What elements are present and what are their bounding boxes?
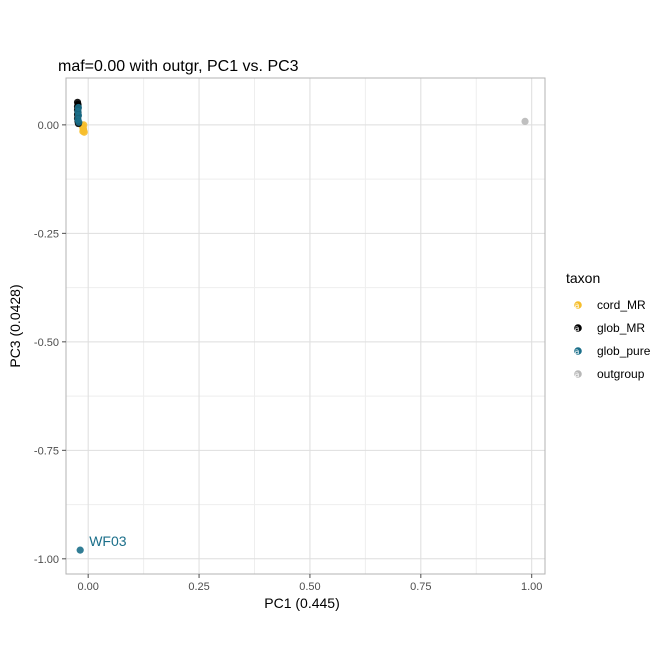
legend-label: glob_pure bbox=[597, 344, 651, 358]
y-axis-title: PC3 (0.0428) bbox=[7, 284, 23, 367]
point-label: WF03 bbox=[89, 533, 127, 549]
y-axis-ticks: 0.00 -0.25 -0.50 -0.75 -1.00 bbox=[34, 120, 66, 566]
legend-key-glyph: a bbox=[575, 301, 580, 310]
x-axis-title: PC1 (0.445) bbox=[264, 595, 339, 611]
legend-label: outgroup bbox=[597, 367, 645, 381]
legend-key-glyph: a bbox=[575, 347, 580, 356]
data-point-glob-pure bbox=[75, 118, 83, 126]
y-tick-label: -0.50 bbox=[34, 337, 59, 349]
y-tick-label: 0.00 bbox=[38, 120, 59, 132]
legend-label: glob_MR bbox=[597, 321, 645, 335]
x-tick-label: 0.50 bbox=[299, 581, 320, 593]
x-tick-label: 0.00 bbox=[77, 581, 98, 593]
data-point-glob-pure bbox=[76, 546, 84, 554]
y-tick-label: -0.25 bbox=[34, 228, 59, 240]
legend-label: cord_MR bbox=[597, 298, 646, 312]
x-tick-label: 0.75 bbox=[410, 581, 431, 593]
legend-key-glob-mr bbox=[574, 324, 582, 332]
major-gridlines bbox=[66, 78, 545, 574]
legend-key-cord-mr bbox=[574, 301, 582, 309]
legend-key-glyph: a bbox=[575, 324, 580, 333]
x-axis-ticks: 0.00 0.25 0.50 0.75 1.00 bbox=[77, 574, 542, 593]
chart-title: maf=0.00 with outgr, PC1 vs. PC3 bbox=[58, 58, 299, 75]
data-point-outgroup bbox=[521, 117, 529, 125]
y-tick-label: -1.00 bbox=[34, 554, 59, 566]
legend-title: taxon bbox=[566, 270, 600, 286]
legend-key-glob-pure bbox=[574, 347, 582, 355]
x-tick-label: 1.00 bbox=[521, 581, 542, 593]
plot-background bbox=[66, 78, 545, 574]
point-annotations: WF03 bbox=[89, 533, 127, 549]
minor-gridlines bbox=[66, 78, 545, 574]
x-tick-label: 0.25 bbox=[188, 581, 209, 593]
data-points bbox=[73, 98, 529, 554]
legend-key-glyph: a bbox=[575, 370, 580, 379]
plot-border bbox=[65, 77, 546, 575]
legend-key-outgroup bbox=[574, 370, 582, 378]
plot-panel: WF03 bbox=[65, 77, 546, 575]
y-tick-label: -0.75 bbox=[34, 445, 59, 457]
